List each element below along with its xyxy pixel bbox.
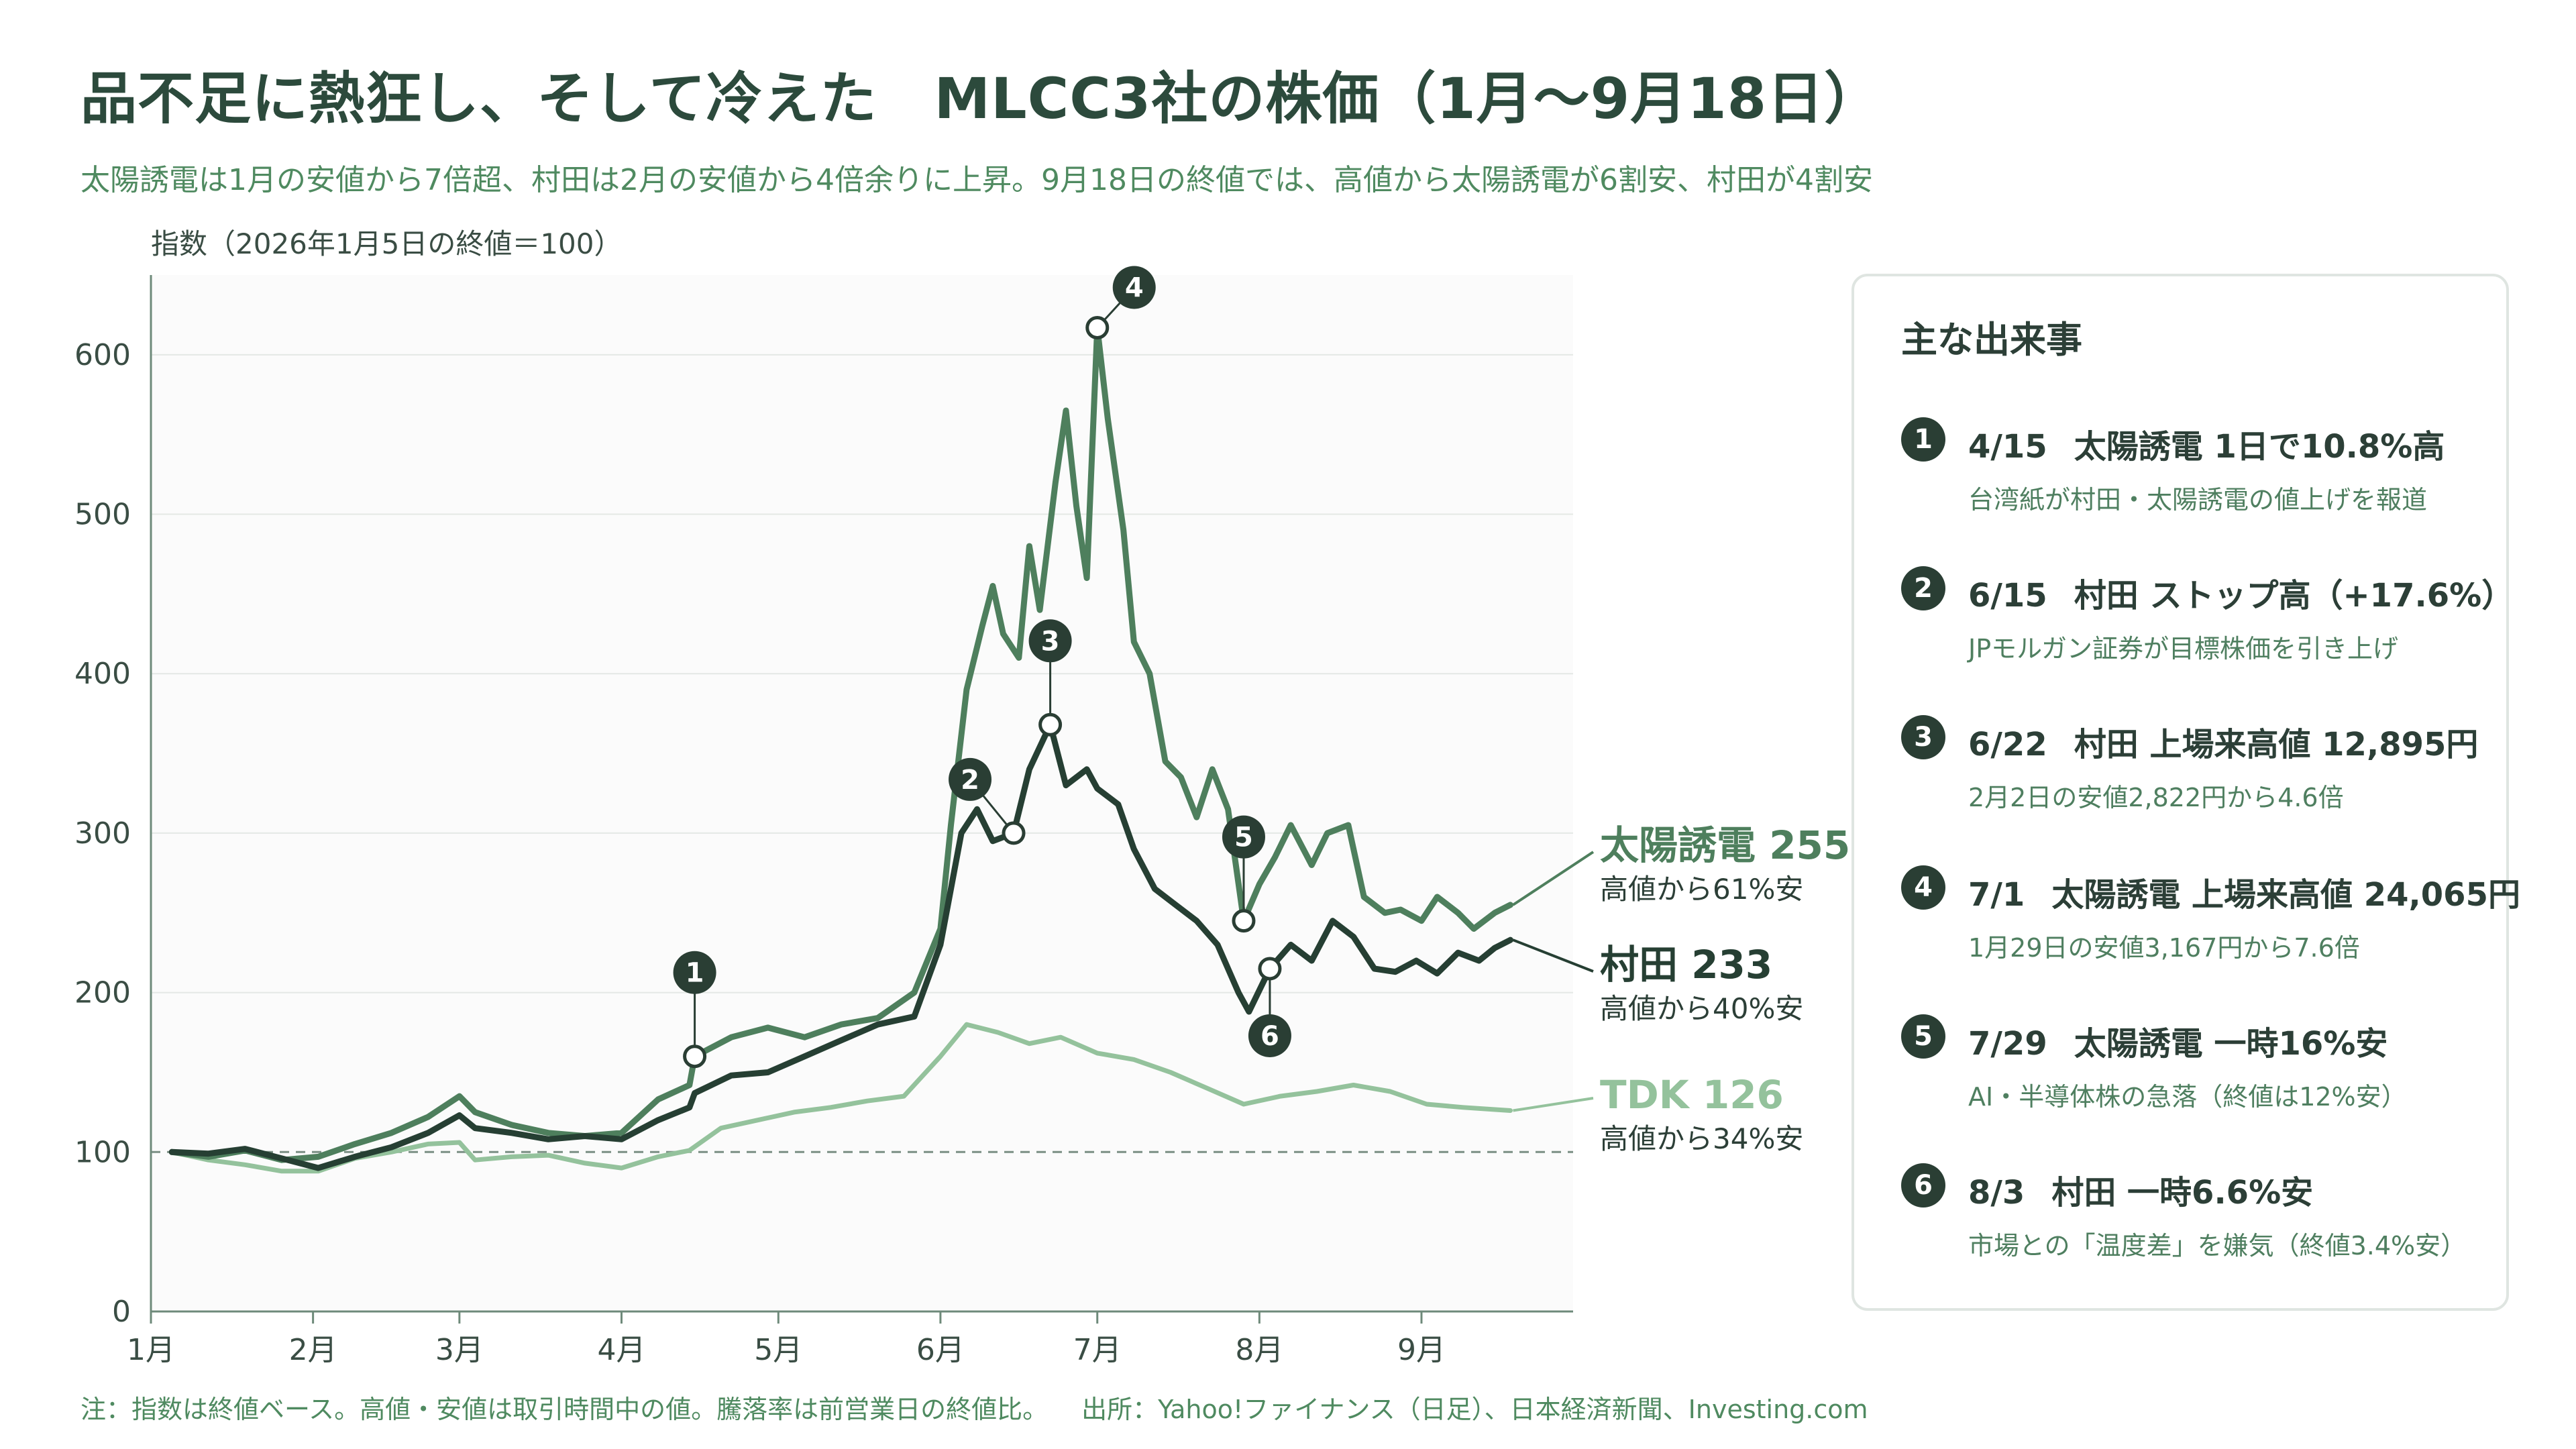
x-tick-label-8月: 8月 (1235, 1333, 1283, 1367)
y-tick-label-500: 500 (74, 498, 131, 532)
event-marker-number-6: 6 (1260, 1021, 1279, 1052)
event-headline-5: 7/29 太陽誘電 一時16%安 (1968, 1017, 2387, 1064)
event-badge-6: 6 (1901, 1163, 1945, 1208)
event-date-6: 8/3 (1968, 1174, 2025, 1212)
event-headline-1: 4/15 太陽誘電 1日で10.8%高 (1968, 420, 2445, 467)
event-point-2 (1002, 821, 1026, 845)
x-tick-label-7月: 7月 (1073, 1333, 1122, 1367)
y-axis-label: 指数（2026年1月5日の終値＝100） (151, 227, 623, 260)
event-date-4: 7/1 (1968, 876, 2025, 914)
x-tick-label-9月: 9月 (1397, 1333, 1446, 1367)
event-date-2: 6/15 (1968, 577, 2047, 614)
event-marker-badge-3 (1028, 619, 1072, 663)
x-tick-label-4月: 4月 (597, 1333, 645, 1367)
y-tick-label-100: 100 (74, 1135, 131, 1169)
event-marker-badge-4 (1112, 266, 1156, 309)
y-tick-label-400: 400 (74, 657, 131, 691)
x-tick-label-2月: 2月 (289, 1333, 337, 1367)
event-date-1: 4/15 (1968, 428, 2047, 466)
chart-title: 品不足に熱狂し、そして冷えた MLCC3社の株価（1月〜9月18日） (80, 66, 1882, 131)
event-desc-6: 市場との「温度差」を嫌気（終値3.4%安） (1968, 1231, 2467, 1260)
event-headline-2: 6/15 村田 ストップ高（+17.6%） (1968, 569, 2514, 616)
event-desc-2: JPモルガン証券が目標株価を引き上げ (1968, 634, 2398, 663)
event-point-4 (1085, 315, 1110, 339)
event-text-1: 太陽誘電 1日で10.8%高 (2074, 428, 2445, 466)
end-label-TDK: TDK 126 (1600, 1072, 1784, 1118)
end-label-太陽誘電: 太陽誘電 255 (1600, 822, 1850, 868)
events-panel-title: 主な出来事 (1901, 319, 2082, 361)
y-tick-label-300: 300 (74, 816, 131, 851)
event-badge-2: 2 (1901, 566, 1945, 610)
event-marker-number-3: 3 (1041, 626, 1060, 657)
event-badge-4: 4 (1901, 865, 1945, 910)
event-desc-4: 1月29日の安値3,167円から7.6倍 (1968, 933, 2360, 963)
x-tick-label-3月: 3月 (435, 1333, 484, 1367)
event-point-6 (1258, 957, 1282, 981)
event-point-5 (1232, 909, 1256, 933)
end-leader-太陽誘電 (1512, 851, 1595, 906)
chart-subtitle: 太陽誘電は1月の安値から7倍超、村田は2月の安値から4倍余りに上昇。9月18日の… (80, 163, 1873, 197)
event-desc-1: 台湾紙が村田・太陽誘電の値上げを報道 (1968, 485, 2428, 515)
footnote: 注：指数は終値ベース。高値・安値は取引時間中の値。騰落率は前営業日の終値比。 出所… (80, 1389, 1868, 1426)
series-line-太陽誘電 (168, 324, 1513, 1163)
event-point-1 (683, 1044, 707, 1069)
event-badge-3: 3 (1901, 715, 1945, 759)
event-text-4: 太陽誘電 上場来高値 24,065円 (2051, 876, 2520, 914)
event-marker-number-1: 1 (686, 958, 704, 989)
event-text-6: 村田 一時6.6%安 (2051, 1174, 2314, 1212)
event-marker-badge-6 (1248, 1014, 1291, 1057)
end-label-村田: 村田 233 (1600, 942, 1772, 987)
events-panel: 主な出来事 1 4/15 太陽誘電 1日で10.8%高 台湾紙が村田・太陽誘電の値… (1851, 274, 2520, 1311)
y-tick-label-200: 200 (74, 976, 131, 1010)
event-marker-number-5: 5 (1234, 822, 1253, 853)
end-note-太陽誘電: 高値から61%安 (1600, 873, 1803, 906)
end-note-TDK: 高値から34%安 (1600, 1122, 1803, 1155)
event-text-5: 太陽誘電 一時16%安 (2074, 1025, 2388, 1063)
end-leader-村田 (1512, 938, 1594, 973)
plot-area (151, 275, 1573, 1311)
event-marker-badge-1 (673, 951, 716, 994)
event-marker-badge-5 (1222, 815, 1265, 859)
event-text-2: 村田 ストップ高（+17.6%） (2074, 577, 2514, 614)
event-badge-5: 5 (1901, 1014, 1945, 1059)
event-desc-5: AI・半導体株の急落（終値は12%安） (1968, 1082, 2407, 1112)
y-tick-label-0: 0 (112, 1295, 131, 1329)
event-marker-badge-2 (949, 757, 992, 801)
event-marker-number-2: 2 (961, 765, 979, 796)
event-headline-3: 6/22 村田 上場来高値 12,895円 (1968, 718, 2478, 765)
x-tick-label-1月: 1月 (127, 1333, 175, 1367)
y-tick-label-600: 600 (74, 338, 131, 372)
event-badge-1: 1 (1901, 417, 1945, 462)
footnote-note: 注：指数は終値ベース。高値・安値は取引時間中の値。騰落率は前営業日の終値比。 (80, 1395, 1049, 1424)
series-line-TDK (169, 1022, 1513, 1174)
x-tick-label-5月: 5月 (754, 1333, 802, 1367)
x-tick-label-6月: 6月 (916, 1333, 965, 1367)
event-text-3: 村田 上場来高値 12,895円 (2074, 726, 2479, 763)
event-marker-number-4: 4 (1125, 272, 1144, 303)
event-headline-6: 8/3 村田 一時6.6%安 (1968, 1166, 2313, 1213)
end-leader-TDK (1513, 1097, 1594, 1112)
event-date-5: 7/29 (1968, 1025, 2047, 1063)
event-desc-3: 2月2日の安値2,822円から4.6倍 (1968, 783, 2344, 812)
footnote-source: 出所：Yahoo!ファイナンス（日足）、日本経済新聞、Investing.com (1081, 1395, 1868, 1424)
event-point-3 (1038, 712, 1063, 737)
end-note-村田: 高値から40%安 (1600, 992, 1803, 1025)
event-headline-4: 7/1 太陽誘電 上場来高値 24,065円 (1968, 868, 2520, 915)
event-date-3: 6/22 (1968, 726, 2047, 763)
